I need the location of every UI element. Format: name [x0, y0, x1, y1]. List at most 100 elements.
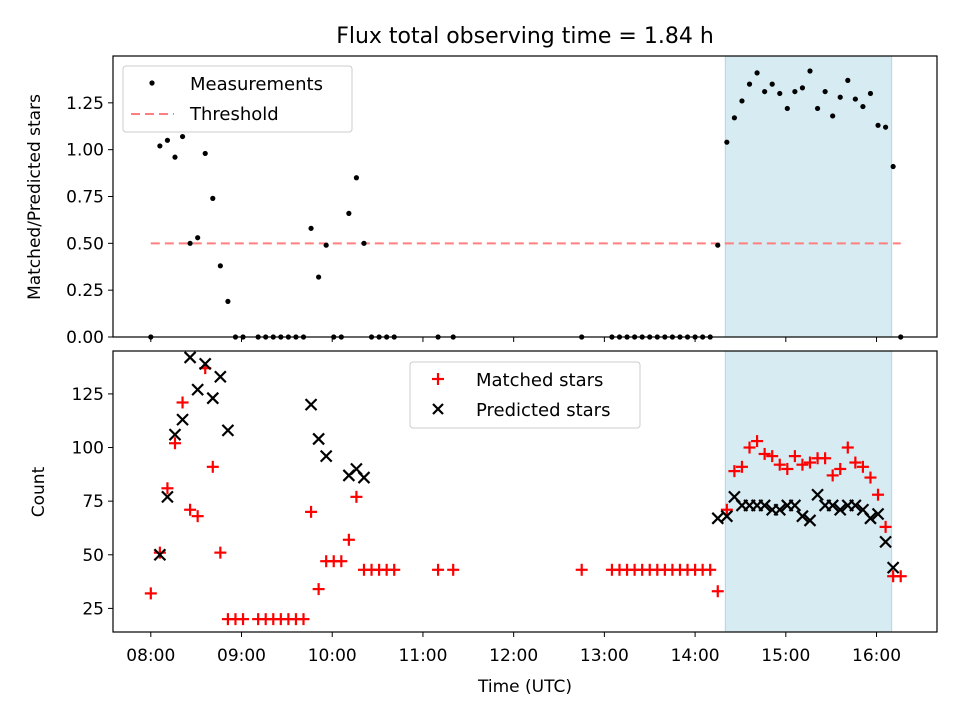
x-tick-label: 11:00 [398, 646, 447, 666]
bottom-highlight-span [724, 350, 893, 633]
x-axis-label: Time (UTC) [477, 677, 572, 697]
matched-star-point [758, 447, 771, 460]
top-legend-box [122, 65, 353, 133]
measurement-point [746, 81, 753, 87]
measurement-point [799, 85, 806, 91]
matched-star-point [704, 563, 717, 576]
predicted-star-stroke-b [350, 462, 363, 476]
predicted-star-point [357, 471, 371, 484]
x-tick-label: 09:00 [217, 646, 266, 666]
matched-star-point [826, 469, 839, 482]
measurement-point [860, 103, 866, 110]
predicted-star-point [871, 507, 885, 521]
matched-star-point [856, 460, 869, 473]
predicted-star-stroke-b [773, 503, 787, 517]
predicted-star-stroke-b [176, 413, 189, 426]
x-tick-label: 10:00 [308, 646, 357, 666]
top-y-axis-label: Matched/Predicted stars [25, 94, 45, 300]
top-y-tick-label: 1.25 [66, 94, 104, 114]
measurement-point [210, 195, 216, 201]
measurement-point [316, 274, 322, 280]
predicted-star-stroke-b [803, 514, 817, 527]
matched-star-point [743, 441, 756, 454]
predicted-star-point [711, 512, 725, 525]
matched-star-point [872, 488, 885, 501]
legend-predicted-marker [432, 403, 444, 415]
predicted-star-point [796, 509, 809, 523]
matched-star-point [849, 456, 862, 469]
bottom-legend-box [409, 361, 641, 429]
matched-star-point [796, 458, 809, 471]
measurement-point [769, 81, 775, 87]
matched-star-point [788, 450, 801, 463]
matched-star-point [176, 396, 189, 409]
measurement-point [777, 90, 783, 97]
matched-star-point [735, 460, 748, 473]
predicted-star-stroke-b [879, 535, 892, 549]
bottom-axes-frame [112, 350, 938, 633]
matched-star-point [432, 563, 445, 576]
bottom-y-ticks: 25 50 75 100 125 [72, 385, 113, 619]
measurement-point [172, 154, 178, 160]
measurement-point [346, 210, 352, 216]
measurement-point [837, 94, 843, 100]
x-tick-label: 15:00 [761, 646, 810, 666]
predicted-star-point [811, 488, 824, 501]
predicted-star-point [720, 509, 734, 523]
matched-star-point [447, 563, 460, 576]
bottom-y-tick-label: 50 [82, 546, 104, 566]
predicted-star-point [788, 499, 802, 512]
measurement-point [195, 235, 201, 241]
predicted-star-stroke-b [304, 398, 318, 411]
matched-star-point [161, 482, 174, 495]
predicted-star-stroke-b [886, 561, 900, 574]
predicted-star-stroke-b [206, 391, 220, 405]
top-y-tick-label: 0.25 [66, 281, 104, 301]
matched-star-point [191, 510, 204, 523]
measurement-point [731, 115, 738, 121]
predicted-star-stroke-b [221, 424, 235, 437]
measurement-point [875, 122, 881, 128]
matched-star-point [342, 533, 355, 546]
matched-star-point [305, 505, 318, 518]
predicted-star-point [176, 413, 189, 426]
matched-star-point [214, 546, 227, 559]
predicted-star-stroke-b [214, 370, 227, 384]
matched-star-point [894, 570, 907, 583]
measurement-point [353, 175, 360, 181]
predicted-star-stroke-b [796, 509, 809, 523]
matched-star-point [751, 435, 764, 448]
matched-star-point [575, 563, 588, 576]
predicted-star-stroke-b [161, 490, 174, 504]
bottom-y-tick-label: 100 [72, 439, 104, 459]
measurement-point [890, 163, 896, 170]
top-legend: Measurements Threshold [122, 65, 353, 133]
measurement-point [830, 113, 836, 119]
predicted-star-point [183, 351, 197, 364]
measurement-point [792, 88, 798, 95]
predicted-star-stroke-b [183, 351, 197, 364]
matched-star-point [350, 490, 363, 503]
predicted-star-point [826, 499, 839, 512]
predicted-star-point [214, 370, 227, 384]
bottom-legend: Matched stars Predicted stars [409, 361, 641, 429]
matched-star-point [144, 587, 157, 600]
predicted-star-point [206, 391, 220, 405]
matched-star-point [335, 555, 348, 568]
matched-star-point [153, 546, 166, 559]
x-tick-label: 16:00 [852, 646, 901, 666]
matched-stars-points [144, 362, 907, 626]
matched-star-point [728, 465, 741, 478]
measurement-point [814, 105, 821, 112]
x-tick-label: 13:00 [580, 646, 629, 666]
top-panel: 0.00 0.25 0.50 0.75 1.00 1.25 Matched/Predict… [25, 55, 938, 348]
measurement-point [739, 98, 745, 104]
measurement-point [724, 139, 730, 145]
matched-star-point [841, 441, 854, 454]
predicted-star-stroke-b [319, 449, 333, 463]
predicted-star-point [168, 428, 182, 441]
bottom-y-tick-label: 125 [72, 385, 104, 405]
matched-star-point [803, 456, 816, 469]
predicted-star-stroke-b [728, 490, 741, 504]
